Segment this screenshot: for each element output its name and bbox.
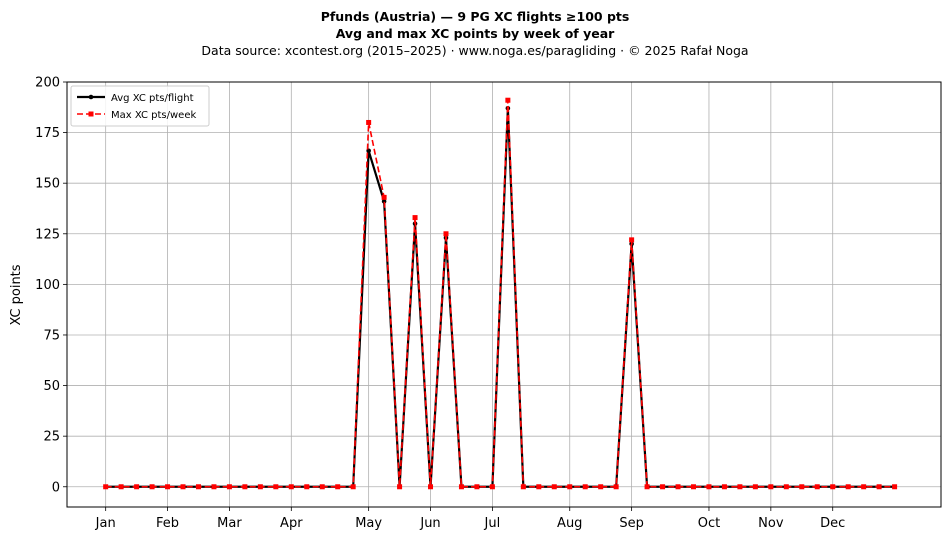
x-tick-label: Jul [484, 516, 501, 531]
data-point [799, 484, 805, 490]
data-point [288, 484, 294, 490]
data-point [706, 484, 712, 490]
data-point [211, 484, 217, 490]
data-point [134, 484, 140, 490]
data-point [412, 215, 418, 221]
data-point [861, 484, 867, 490]
data-point [366, 148, 371, 154]
data-point [397, 484, 403, 490]
x-tick-label: Apr [280, 516, 303, 531]
data-point [613, 484, 619, 490]
data-point [458, 484, 464, 490]
data-point [520, 484, 526, 490]
grid-lines [67, 81, 941, 507]
data-point [675, 484, 681, 490]
series-1 [103, 97, 898, 490]
data-point [103, 484, 109, 490]
data-point [582, 484, 588, 490]
series-line [105, 99, 895, 488]
data-point [381, 199, 387, 204]
data-point [381, 194, 387, 200]
data-point [892, 484, 898, 490]
legend-swatch-marker [88, 111, 94, 117]
y-tick-label: 0 [52, 480, 60, 495]
data-point [489, 484, 495, 490]
y-tick-label: 100 [35, 278, 60, 293]
data-point [195, 484, 201, 490]
data-point [768, 484, 774, 490]
legend-label: Max XC pts/week [111, 110, 196, 121]
legend-label: Avg XC pts/flight [111, 93, 194, 104]
data-point [737, 484, 743, 490]
x-tick-label: Mar [217, 516, 242, 531]
data-point [226, 484, 232, 490]
y-tick-label: 125 [35, 227, 60, 242]
data-point [690, 484, 696, 490]
data-point [567, 484, 573, 490]
x-tick-label: Oct [698, 516, 720, 531]
data-point [551, 484, 557, 490]
y-tick-label: 50 [43, 379, 60, 394]
data-point [180, 484, 186, 490]
chart-source-note: Data source: xcontest.org (2015–2025) · … [201, 43, 749, 58]
x-tick-label: Sep [619, 516, 644, 531]
data-point [814, 484, 820, 490]
data-point [319, 484, 325, 490]
y-tick-label: 150 [35, 177, 60, 192]
data-point [118, 484, 124, 490]
data-point [721, 484, 727, 490]
data-point [505, 97, 511, 103]
x-tick-label: Jun [419, 516, 440, 531]
data-point [165, 484, 171, 490]
y-tick-label: 200 [35, 76, 60, 91]
x-axis: Jan Feb Mar Apr May Jun Jul Aug Sep Oct Nov Dec [95, 507, 845, 531]
data-point [428, 484, 434, 490]
data-point [335, 484, 341, 490]
data-point [350, 484, 356, 490]
x-tick-label: May [355, 516, 382, 531]
data-point [366, 119, 372, 125]
data-point [149, 484, 155, 490]
chart-title: Pfunds (Austria) — 9 PG XC flights ≥100 … [320, 9, 630, 24]
data-point [876, 484, 882, 490]
data-point [443, 231, 449, 237]
data-point [273, 484, 279, 490]
data-point [845, 484, 851, 490]
legend-swatch-marker [88, 94, 94, 100]
data-point [257, 484, 263, 490]
data-point [474, 484, 480, 490]
x-tick-label: Aug [557, 516, 582, 531]
series-layer [103, 97, 898, 490]
legend: Avg XC pts/flight Max XC pts/week [70, 85, 210, 127]
data-point [660, 484, 666, 490]
plot-frame [66, 81, 942, 508]
data-point [536, 484, 542, 490]
data-point [752, 484, 758, 490]
y-axis: 0 25 50 75 100 125 150 175 200 [35, 76, 67, 495]
x-tick-label: Feb [156, 516, 179, 531]
chart-subtitle: Avg and max XC points by week of year [335, 26, 615, 41]
data-point [783, 484, 789, 490]
y-axis-label: XC points [9, 264, 24, 325]
data-point [629, 237, 635, 243]
data-point [598, 484, 604, 490]
y-tick-label: 25 [43, 430, 60, 445]
data-point [644, 484, 650, 490]
legend-box [70, 85, 210, 127]
data-point [242, 484, 248, 490]
x-tick-label: Nov [758, 516, 784, 531]
data-point [830, 484, 836, 490]
y-tick-label: 175 [35, 126, 60, 141]
x-tick-label: Dec [820, 516, 845, 531]
y-tick-label: 75 [43, 328, 60, 343]
x-tick-label: Jan [95, 516, 116, 531]
data-point [304, 484, 310, 490]
